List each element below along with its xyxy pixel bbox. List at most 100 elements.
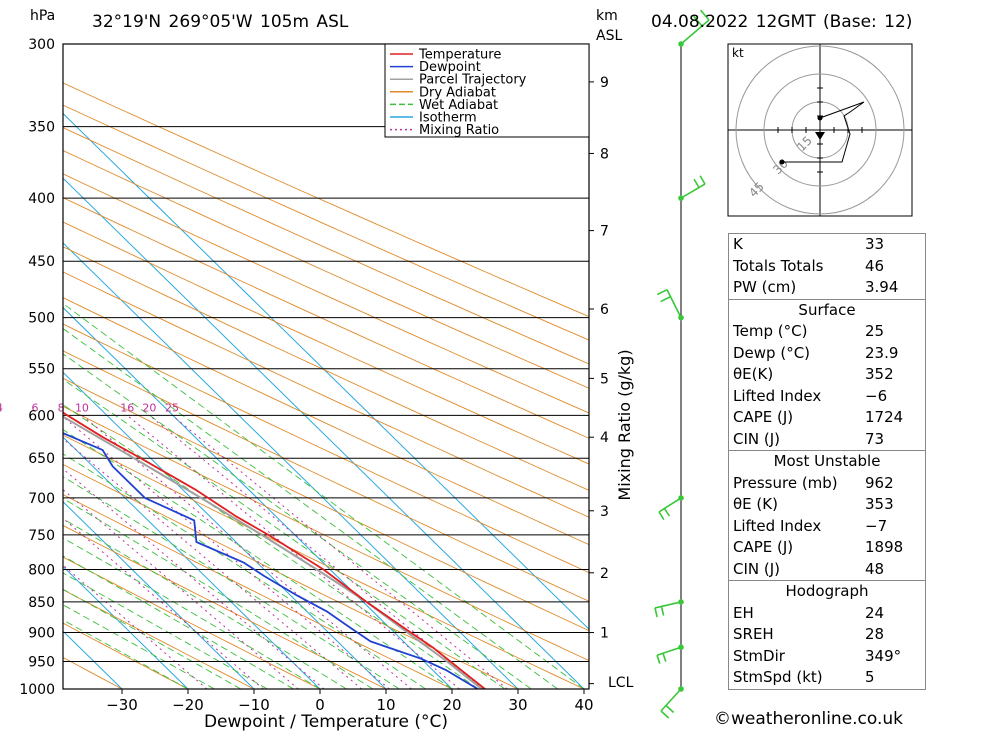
most-unstable-header: Most Unstable: [729, 450, 925, 473]
mixing-ratio-line: [63, 438, 363, 689]
wind-barb-flag: [662, 652, 667, 662]
dry-adiabat-line: [63, 463, 519, 689]
legend-label: Temperature: [418, 48, 501, 63]
wind-barb-flag: [665, 704, 675, 714]
wind-barb-flag: [660, 295, 671, 303]
dry-adiabat-line: [63, 150, 589, 389]
wind-barb-flag: [663, 507, 671, 517]
height-tick-label: 3: [600, 504, 609, 520]
wind-barb-shaft: [658, 497, 682, 513]
mu-row-pressure: Pressure (mb) 962: [733, 473, 894, 492]
pressure-tick-label: 350: [28, 120, 55, 136]
pressure-unit-label: hPa: [30, 8, 55, 24]
height-tick-label: 7: [600, 224, 609, 240]
hodograph-start-dot: [817, 115, 823, 121]
hodograph-ring: [763, 73, 877, 187]
mu-row-li: Lifted Index −7: [733, 516, 888, 535]
temp-tick-label: 40: [574, 696, 593, 714]
dry-adiabat-line: [63, 197, 589, 439]
pressure-tick-label: 800: [28, 562, 55, 578]
temp-tick-label: −20: [172, 696, 204, 714]
dry-adiabat-line: [63, 494, 453, 689]
dry-adiabat-line: [63, 127, 589, 365]
legend-label: Isotherm: [419, 111, 477, 126]
wind-barb-shaft: [680, 183, 706, 199]
mu-row-cape: CAPE (J) 1898: [733, 538, 904, 556]
legend-label: Dewpoint: [419, 60, 481, 75]
plot-frame: [62, 43, 590, 690]
hodo-row-sreh: SREH 28: [733, 625, 885, 643]
wind-barb-flag: [699, 175, 706, 185]
isotherm-line: [63, 565, 189, 689]
height-tick-label: 4: [600, 430, 609, 446]
legend-label: Parcel Trajectory: [419, 73, 527, 88]
hodo-row-stmspd: StmSpd (kt) 5: [733, 668, 875, 686]
mixing-ratio-line: [63, 489, 299, 689]
hodograph-end-dot: [779, 159, 785, 165]
dry-adiabat-line: [63, 589, 255, 689]
legend-label: Wet Adiabat: [419, 98, 498, 113]
wet-adiabat-line: [63, 476, 400, 689]
isotherm-line: [63, 242, 519, 689]
copyright-footer[interactable]: ©weatheronline.co.uk: [714, 709, 904, 729]
lcl-label: LCL: [608, 675, 634, 691]
hodograph-trace: [782, 101, 865, 163]
surface-row-temp: Temp (°C) 25: [733, 322, 885, 340]
wind-barb-shaft: [660, 688, 682, 712]
wind-barb-flag: [658, 511, 665, 521]
mixing-ratio-tick-label: 25: [165, 401, 179, 414]
pressure-tick-label: 900: [28, 626, 55, 642]
wet-adiabat-line: [63, 619, 189, 689]
isotherm-line: [63, 177, 585, 689]
temp-tick-label: 0: [315, 696, 325, 714]
mixing-ratio-tick-label: 20: [142, 401, 156, 414]
height-tick-label: 5: [600, 371, 609, 387]
pressure-tick-label: 550: [28, 362, 55, 378]
surface-row-dewp: Dewp (°C) 23.9: [733, 343, 899, 362]
wet-adiabat-line: [63, 604, 215, 689]
height-unit-asl: ASL: [596, 28, 622, 44]
dry-adiabat-line: [63, 524, 387, 689]
mu-row-cin: CIN (J) 48: [733, 559, 885, 578]
pressure-tick-label: 850: [28, 595, 55, 611]
mixing-ratio-line: [171, 414, 508, 689]
dewpoint-line: [63, 432, 479, 689]
pressure-tick-label: 750: [28, 528, 55, 544]
pressure-tick-label: 300: [28, 37, 55, 53]
height-tick-label: 2: [600, 566, 609, 582]
mixing-ratio-tick-label: 6: [32, 401, 39, 414]
pressure-tick-label: 400: [28, 191, 55, 207]
height-tick-label: 9: [600, 75, 609, 91]
dry-adiabat-line: [63, 173, 589, 414]
index-row-k: K 33: [733, 235, 885, 253]
wind-barb-flag: [660, 710, 670, 719]
mixing-ratio-line: [63, 517, 264, 689]
temp-tick-label: 30: [508, 696, 527, 714]
isotherm-line: [63, 306, 453, 689]
wind-barb-flag: [654, 607, 658, 618]
height-unit-km: km: [596, 8, 618, 24]
surface-row-li: Lifted Index −6: [733, 386, 888, 405]
isotherm-line: [63, 436, 321, 689]
pressure-tick-label: 700: [28, 491, 55, 507]
legend-label: Dry Adiabat: [419, 85, 496, 100]
surface-row-thetae: θE(K) 352: [733, 365, 894, 383]
wind-barb-flag: [656, 288, 668, 296]
height-tick-label: 8: [600, 146, 609, 162]
pressure-tick-label: 1000: [19, 682, 55, 698]
temp-tick-label: −10: [238, 696, 270, 714]
wind-barb-flag: [692, 15, 703, 27]
mixing-axis-title: Mixing Ratio (g/kg): [615, 349, 634, 500]
mu-row-thetae: θE (K) 353: [733, 495, 894, 513]
wet-adiabat-line: [63, 353, 532, 689]
wind-dot: [678, 314, 684, 321]
parcel-trajectory-line: [63, 415, 483, 689]
hodograph-ring: [735, 45, 905, 215]
wet-adiabat-line: [63, 497, 374, 689]
wet-adiabat-line: [63, 572, 268, 689]
location-title: 32°19'N 269°05'W 105m ASL: [92, 12, 349, 32]
dry-adiabat-line: [63, 556, 321, 689]
wind-barb-flag: [699, 9, 710, 21]
